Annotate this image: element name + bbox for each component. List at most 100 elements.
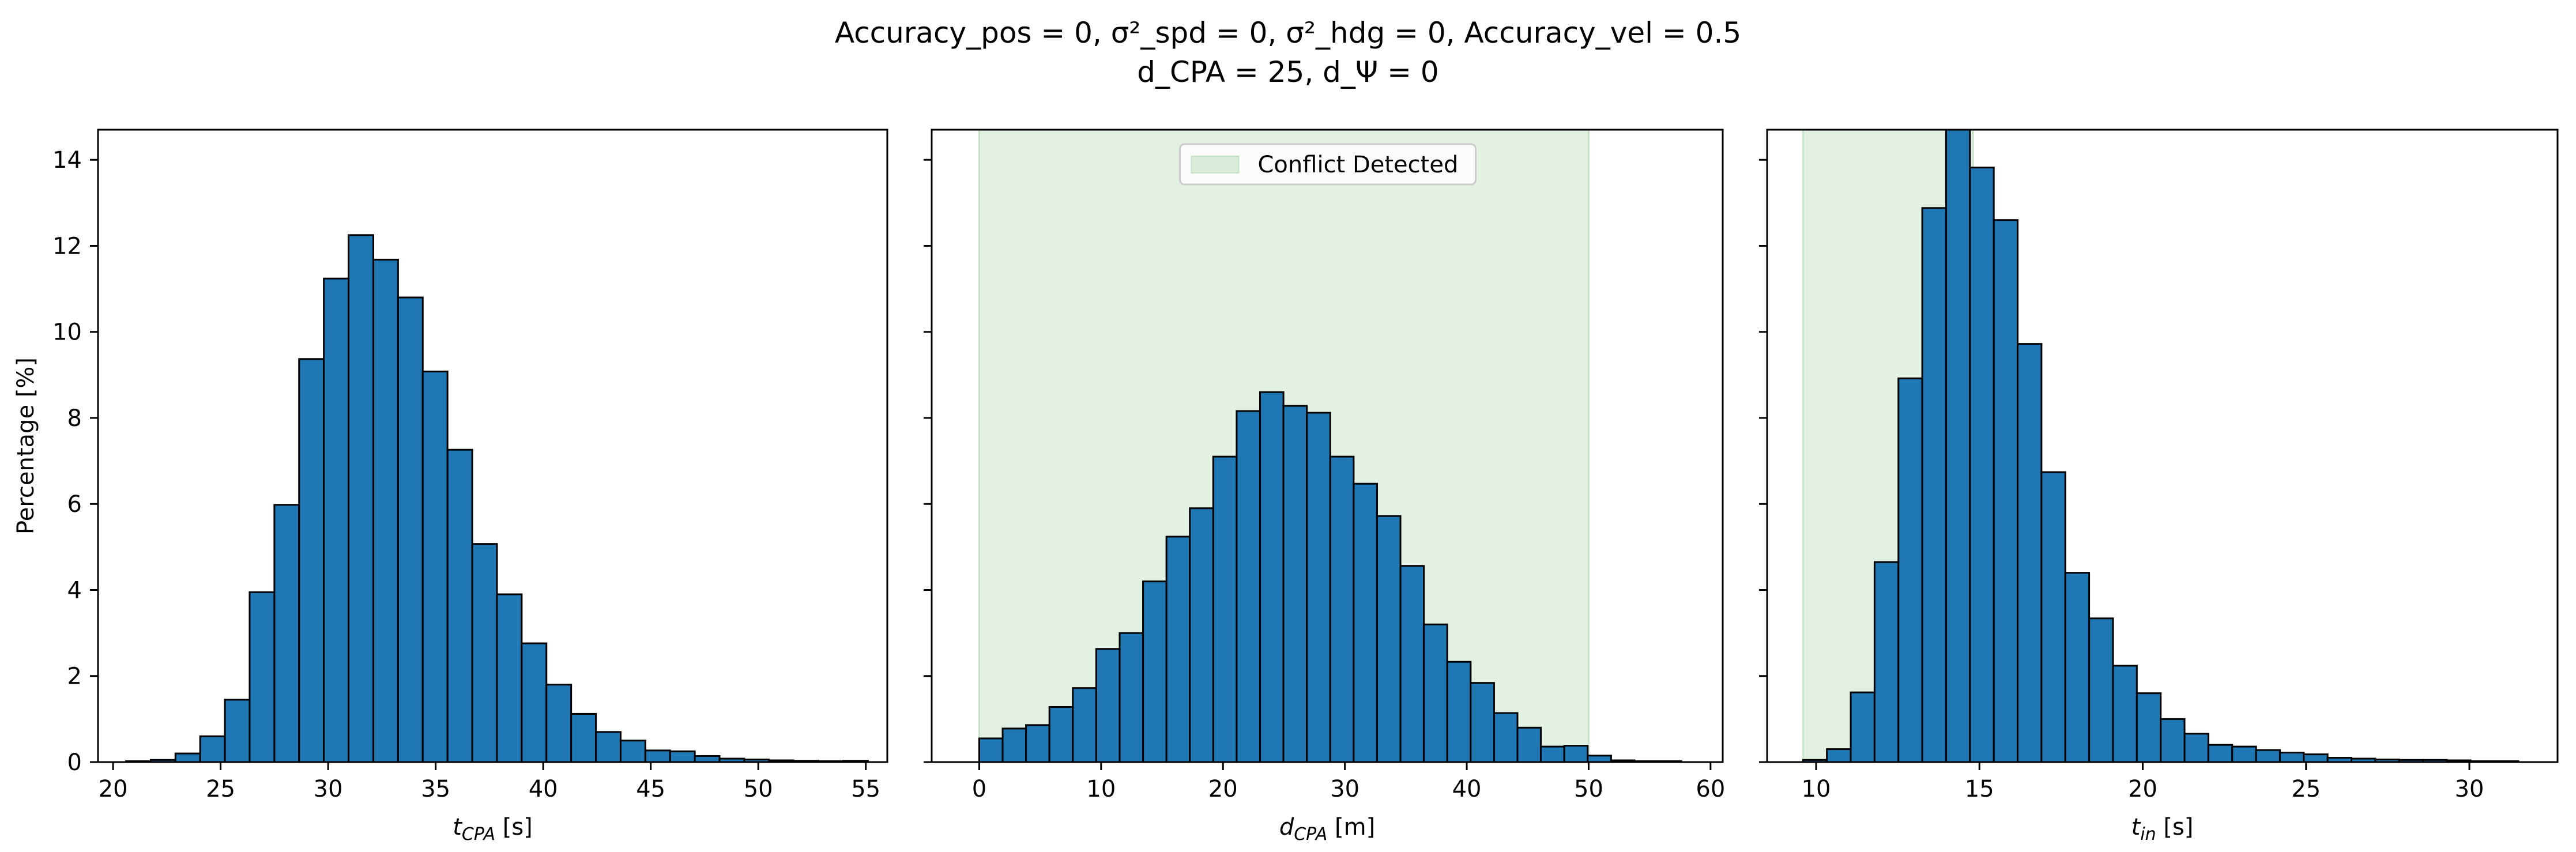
- axes-frame: [97, 129, 888, 763]
- axes-frame: [1766, 129, 2559, 763]
- histogram-bar: [199, 735, 226, 762]
- x-tick-label: 35: [421, 776, 450, 802]
- plot-area-t_cpa: [125, 234, 869, 762]
- histogram-bar: [1969, 167, 1995, 762]
- histogram-bar: [323, 277, 350, 762]
- legend-swatch-conflict-detected: [1191, 156, 1240, 174]
- histogram-bar: [421, 370, 449, 762]
- legend-label-conflict-detected: Conflict Detected: [1258, 152, 1459, 178]
- histogram-bar: [570, 712, 597, 762]
- plot-area-d_cpa: [978, 130, 1682, 762]
- y-tick-label: 10: [52, 319, 82, 346]
- histogram-bar: [2040, 471, 2066, 762]
- x-axis-label: tin [s]: [2131, 814, 2194, 845]
- histogram-bar: [496, 593, 523, 762]
- x-tick-label: 55: [851, 776, 880, 802]
- histogram-bar: [2112, 665, 2138, 762]
- histogram-bar: [1329, 455, 1355, 762]
- x-tick-label: 0: [972, 776, 986, 802]
- x-tick-label: 25: [2291, 776, 2321, 802]
- histogram-bar: [1259, 391, 1285, 762]
- y-axis-label: Percentage [%]: [13, 357, 39, 534]
- histogram-bar: [1423, 623, 1448, 762]
- histogram-panels: 20 25 30 35 40 45 50 55 0 2 4 6 8 10 12 14 tCPA [s] Perce…: [13, 129, 2559, 845]
- histogram-bar: [372, 258, 399, 762]
- x-tick-label: 10: [1086, 776, 1116, 802]
- histogram-bar: [1306, 412, 1331, 762]
- histogram-bar: [1165, 536, 1191, 762]
- x-tick-label: 30: [2455, 776, 2484, 802]
- histogram-bar: [1993, 219, 2019, 762]
- histogram-bar: [224, 699, 251, 762]
- histogram-bar: [2231, 745, 2257, 762]
- histogram-bar: [1236, 410, 1261, 762]
- histogram-bar: [273, 504, 300, 762]
- x-tick-label: 20: [99, 776, 128, 802]
- histogram-bar: [1897, 377, 1923, 762]
- histogram-bar: [1399, 565, 1425, 762]
- y-tick-label: 4: [67, 577, 82, 604]
- x-tick-label: 40: [1452, 776, 1482, 802]
- figure-title-line-2: d_CPA = 25, d_Ψ = 0: [1137, 55, 1439, 89]
- histogram-bar: [348, 234, 374, 762]
- x-tick-label: 45: [636, 776, 665, 802]
- histogram-bar: [1142, 580, 1168, 762]
- x-tick-label: 30: [314, 776, 343, 802]
- x-axis-label: dCPA [m]: [1279, 814, 1375, 845]
- x-axis-label: tCPA [s]: [453, 814, 533, 845]
- histogram-bar: [2255, 749, 2281, 762]
- histogram-bar: [521, 642, 548, 762]
- axes-frame: [931, 129, 1724, 763]
- histogram-bar: [2279, 752, 2305, 762]
- histogram-bar: [2017, 343, 2043, 762]
- x-tick-label: 20: [2128, 776, 2157, 802]
- histogram-bar: [1189, 507, 1214, 762]
- histogram-bar: [2303, 753, 2329, 762]
- y-tick-label: 14: [52, 147, 82, 174]
- histogram-bar: [644, 749, 671, 762]
- histogram-bar: [1945, 130, 1971, 762]
- figure-title-line-1: Accuracy_pos = 0, σ²_spd = 0, σ²_hdg = 0…: [835, 16, 1741, 50]
- histogram-bar: [2183, 733, 2209, 762]
- histogram-bar: [1587, 755, 1612, 762]
- histogram-bar: [1516, 726, 1542, 762]
- histogram-bar: [1025, 724, 1050, 762]
- y-tick-label: 2: [67, 663, 82, 690]
- histogram-bar: [1540, 745, 1565, 762]
- histogram-bar: [2064, 572, 2091, 762]
- histogram-bar: [1353, 482, 1378, 762]
- y-tick-label: 6: [67, 491, 82, 518]
- histogram-bar: [2160, 718, 2186, 762]
- y-tick-label: 0: [67, 749, 82, 776]
- histogram-bar: [1563, 745, 1589, 762]
- histogram-bar: [446, 448, 473, 762]
- histogram-bar: [397, 296, 424, 762]
- histogram-bar: [1446, 661, 1472, 762]
- histogram-bar: [248, 591, 276, 762]
- x-tick-label: 10: [1802, 776, 1831, 802]
- panel-t_in: 10 15 20 25 30 tin [s]: [1759, 129, 2559, 845]
- x-tick-label: 50: [744, 776, 773, 802]
- plot-area-t_in: [1802, 130, 2519, 762]
- histogram-bar: [1873, 561, 1900, 762]
- x-tick-label: 20: [1208, 776, 1238, 802]
- histogram-bar: [1072, 687, 1097, 762]
- x-tick-label: 60: [1696, 776, 1725, 802]
- y-tick-label: 8: [67, 405, 82, 432]
- legend-box: [1179, 143, 1477, 186]
- histogram-bar: [1118, 632, 1144, 762]
- panel-t_cpa: 20 25 30 35 40 45 50 55 0 2 4 6 8 10 12 14 tCPA [s] Perce…: [13, 129, 888, 845]
- histogram-bar: [1282, 405, 1308, 762]
- histogram-bar: [1001, 727, 1027, 762]
- x-tick-label: 50: [1574, 776, 1603, 802]
- x-tick-label: 25: [206, 776, 235, 802]
- histogram-bar: [669, 750, 696, 762]
- histogram-bar: [2136, 692, 2162, 762]
- histogram-bar: [1212, 455, 1238, 762]
- histogram-bar: [1921, 207, 1947, 762]
- histogram-bar: [545, 684, 573, 762]
- histogram-bar: [1095, 648, 1121, 762]
- histogram-bar: [1850, 691, 1875, 762]
- histogram-bar: [1376, 515, 1402, 762]
